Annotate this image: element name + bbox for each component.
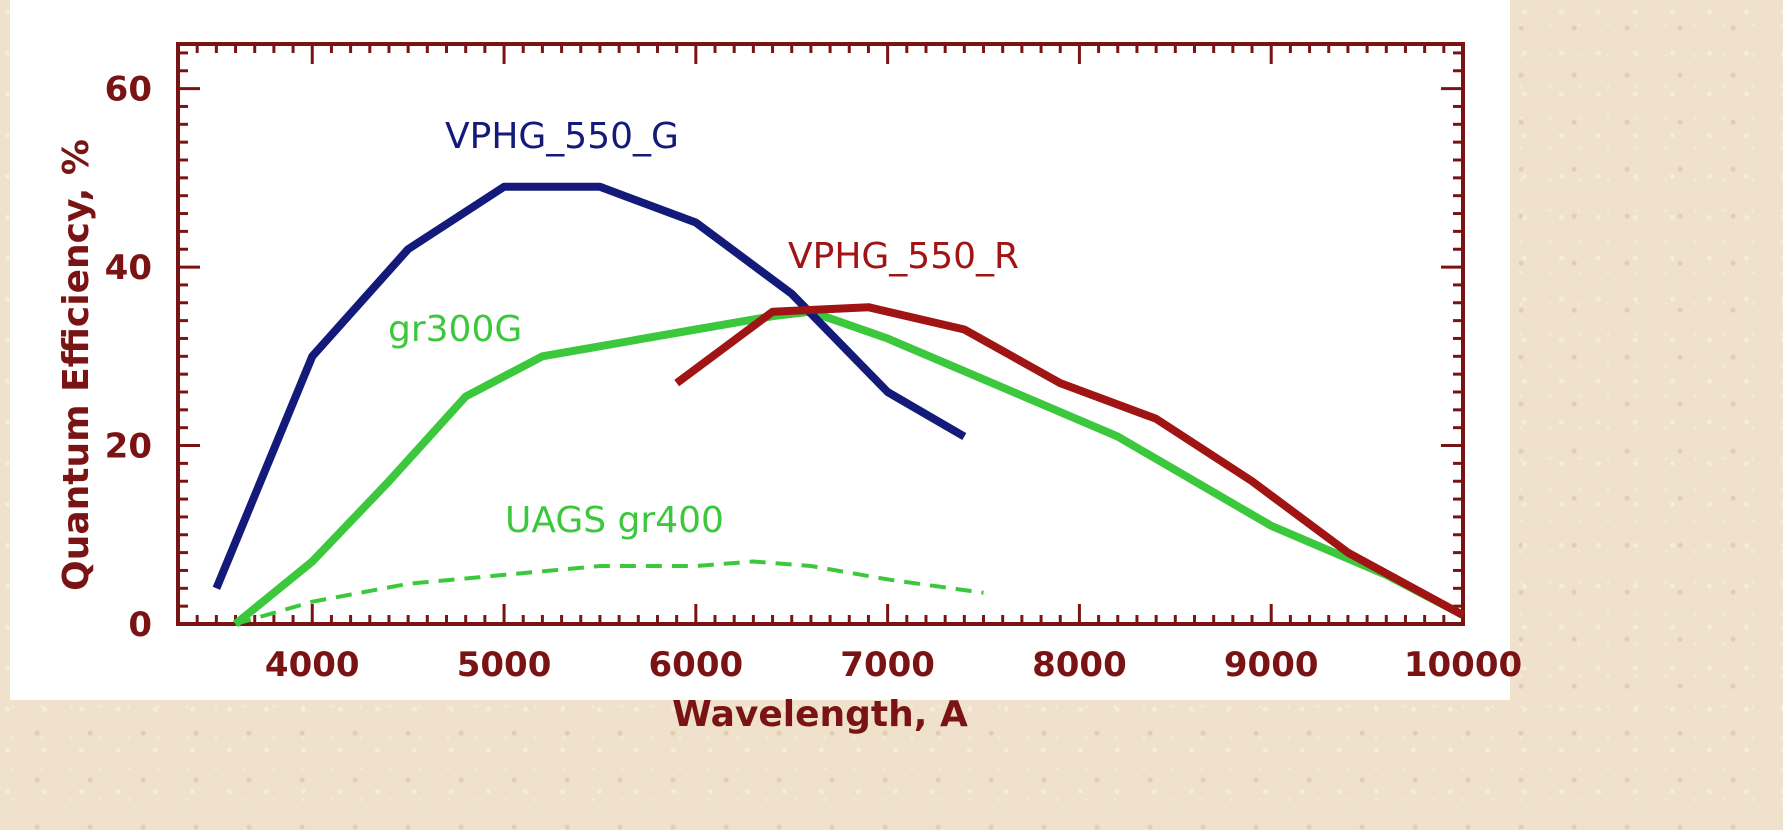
series-line-vphg-550-r — [674, 303, 1465, 619]
x-tick-label: 10000 — [1404, 645, 1522, 685]
tick-labels: 4000 5000 6000 7000 8000 9000 10000 0 20 40 60 — [105, 70, 1522, 685]
series-label-gr300g: gr300G — [388, 309, 522, 350]
series-label-vphg-550-r: VPHG_550_R — [788, 236, 1019, 277]
y-tick-label: 20 — [105, 427, 152, 467]
x-tick-label: 8000 — [1032, 645, 1127, 685]
y-axis-title: Quantum Efficiency, % — [56, 139, 97, 591]
y-tick-label: 40 — [105, 248, 152, 288]
series-lines — [212, 182, 1465, 628]
series-line-vphg-550-g — [212, 182, 967, 590]
x-tick-label: 4000 — [265, 645, 360, 685]
series-label-uags-gr400: UAGS gr400 — [505, 500, 724, 541]
series-line-gr300g — [232, 307, 1465, 628]
series-label-vphg-550-g: VPHG_550_G — [445, 116, 679, 157]
x-tick-label: 6000 — [649, 645, 744, 685]
axes-frame — [176, 42, 1465, 626]
axis-ticks — [178, 44, 1465, 626]
x-tick-label: 9000 — [1224, 645, 1319, 685]
series-line-uags-gr400 — [234, 559, 984, 626]
plot-background — [10, 0, 1510, 700]
plot-frame — [176, 42, 1465, 626]
y-tick-label: 60 — [105, 70, 152, 110]
y-tick-label: 0 — [128, 605, 152, 645]
x-tick-label: 5000 — [457, 645, 552, 685]
x-axis-title: Wavelength, A — [672, 694, 968, 735]
x-tick-label: 7000 — [840, 645, 935, 685]
